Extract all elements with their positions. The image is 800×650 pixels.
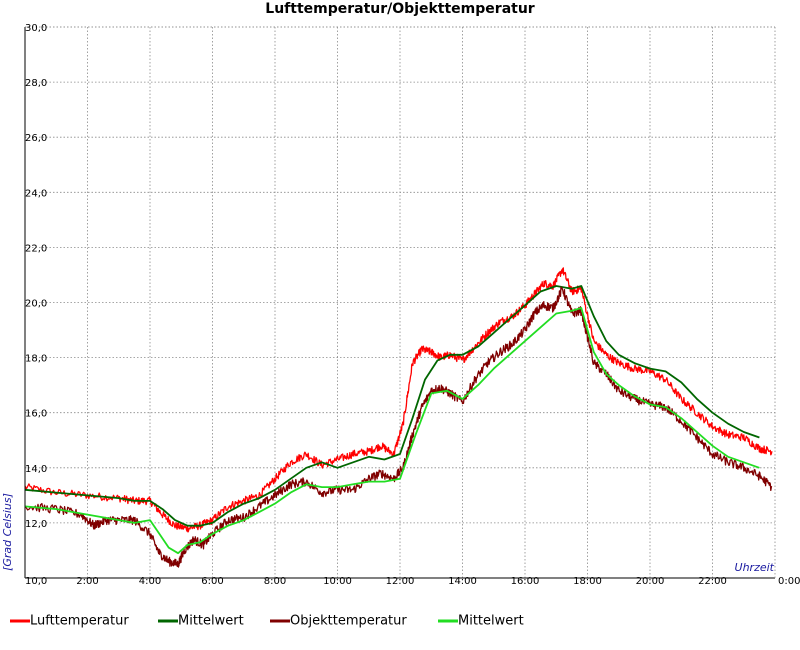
y-tick-label: 26,0	[25, 133, 47, 144]
y-tick-label: 10,0	[25, 576, 47, 587]
legend-label: Objekttemperatur	[290, 614, 407, 629]
x-tick-label: 22:00	[698, 576, 727, 587]
y-tick-label: 24,0	[25, 188, 47, 199]
legend-label: Mittelwert	[178, 614, 244, 629]
y-tick-label: 16,0	[25, 409, 47, 420]
x-tick-label: 10:00	[323, 576, 352, 587]
series-line-2	[24, 285, 760, 527]
chart-title: Lufttemperatur/Objekttemperatur	[265, 1, 535, 17]
y-tick-label: 18,0	[25, 354, 47, 365]
x-tick-label: 20:00	[636, 576, 665, 587]
series-line-3	[24, 286, 773, 568]
legend-label: Lufttemperatur	[30, 614, 129, 629]
y-tick-label: 22,0	[25, 243, 47, 254]
x-tick-label: 2:00	[76, 576, 98, 587]
x-tick-label: 8:00	[264, 576, 286, 587]
y-axis-ticks: 10,0 12,0 14,0 16,0 18,0 20,0 22,0 24,0 26,0 28,0…	[25, 23, 47, 587]
y-axis-label: [Grad Celsius]	[1, 493, 14, 571]
legend-item: Mittelwert	[438, 614, 524, 629]
legend-item: Mittelwert	[158, 614, 244, 629]
x-tick-label: 14:00	[448, 576, 477, 587]
legend-label: Mittelwert	[458, 614, 524, 629]
x-axis-ticks: 2:00 4:00 6:00 8:00 10:00 12:00 14:00 16:00 18:0…	[76, 576, 800, 587]
y-tick-label: 14,0	[25, 464, 47, 475]
x-tick-label: 4:00	[139, 576, 161, 587]
y-tick-label: 12,0	[25, 519, 47, 530]
series-line-1	[24, 267, 773, 533]
grid	[25, 26, 775, 578]
legend-item: Objekttemperatur	[270, 614, 407, 629]
legend: Lufttemperatur Mittelwert Objekttemperatur…	[10, 614, 524, 629]
plot-frame	[24, 26, 776, 579]
x-tick-label: 12:00	[386, 576, 415, 587]
x-tick-label: 6:00	[201, 576, 223, 587]
x-tick-label: 0:00	[778, 576, 800, 587]
series-lines	[24, 267, 773, 568]
y-tick-label: 30,0	[25, 23, 47, 34]
x-axis-label: Uhrzeit	[735, 561, 775, 574]
y-tick-label: 28,0	[25, 78, 47, 89]
x-tick-label: 18:00	[573, 576, 602, 587]
y-tick-label: 20,0	[25, 299, 47, 310]
series-line-4	[24, 307, 760, 555]
legend-item: Lufttemperatur	[10, 614, 129, 629]
x-tick-label: 16:00	[511, 576, 540, 587]
